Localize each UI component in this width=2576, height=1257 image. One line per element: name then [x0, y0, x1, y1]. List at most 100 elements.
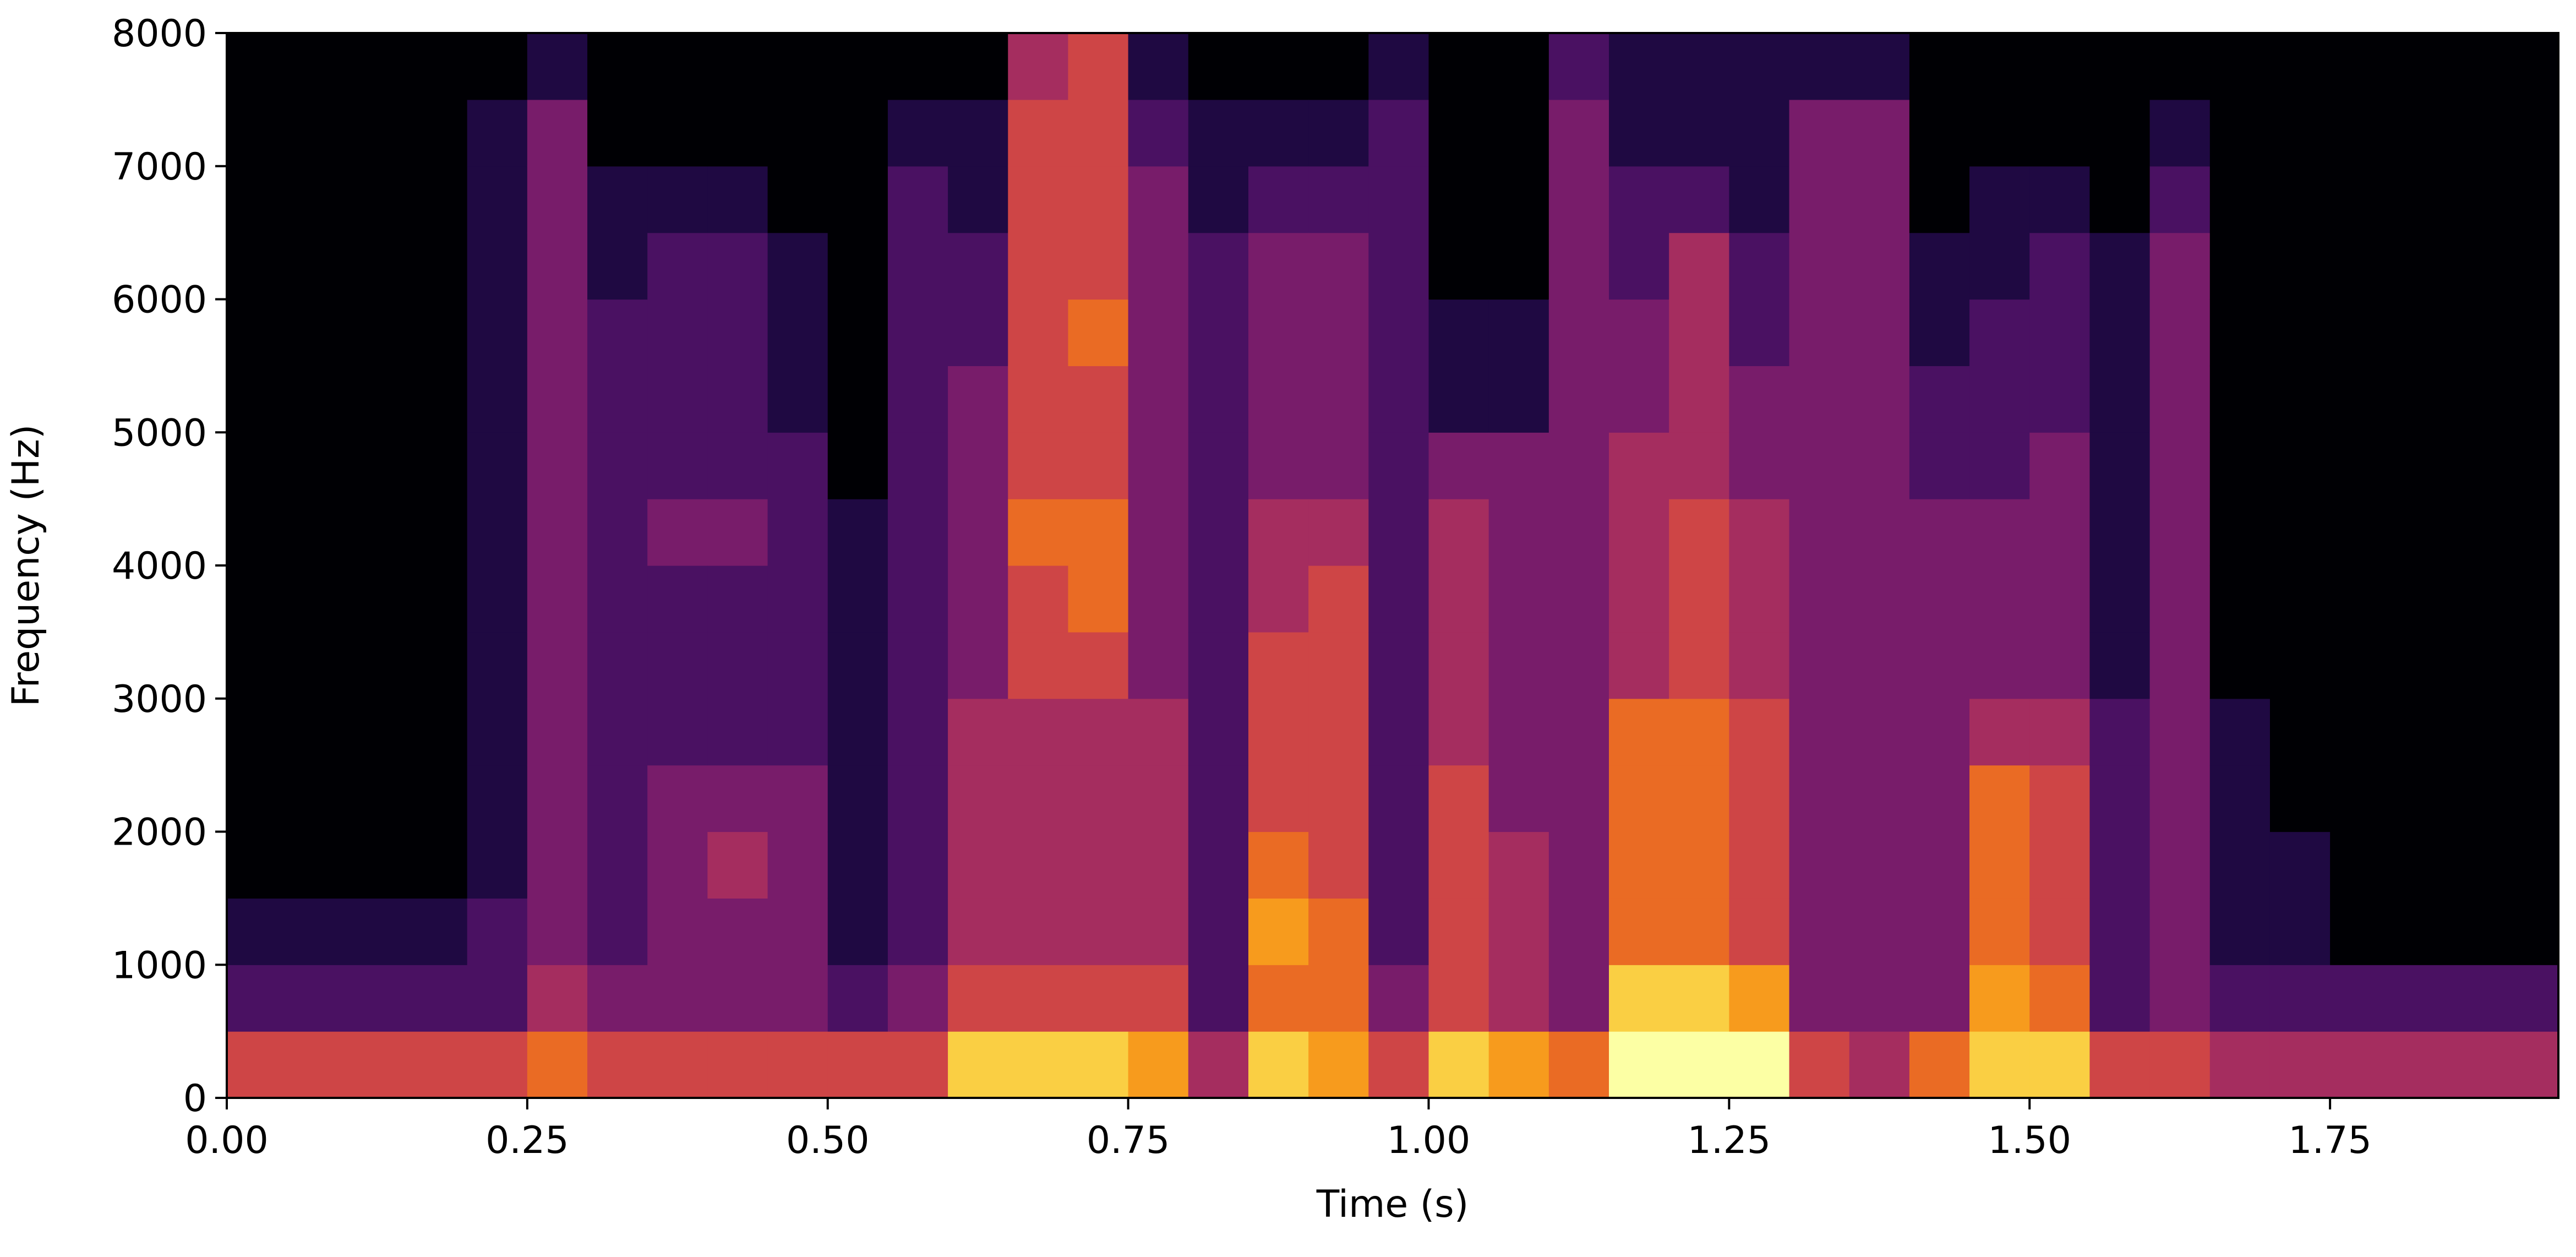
spectrogram-cell	[2510, 366, 2558, 433]
spectrogram-cell	[2029, 366, 2091, 433]
spectrogram-cell	[1488, 232, 1549, 300]
spectrogram-cell	[887, 632, 948, 699]
spectrogram-cell	[1008, 965, 1069, 1032]
spectrogram-cell	[827, 432, 888, 499]
spectrogram-cell	[1428, 698, 1489, 766]
spectrogram-cell	[1789, 166, 1850, 233]
spectrogram-cell	[1368, 1031, 1429, 1098]
spectrogram-cell	[2330, 965, 2391, 1032]
spectrogram-cell	[707, 232, 768, 300]
spectrogram-cell	[2089, 499, 2151, 566]
spectrogram-cell	[887, 166, 948, 233]
spectrogram-cell	[2149, 898, 2211, 965]
spectrogram-cell	[1849, 432, 1910, 499]
spectrogram-cell	[347, 432, 408, 499]
spectrogram-cell	[2269, 166, 2331, 233]
spectrogram-cell	[1789, 99, 1850, 167]
spectrogram-cell	[1248, 632, 1309, 699]
y-tick-label: 4000	[112, 545, 207, 588]
spectrogram-cell	[948, 831, 1008, 899]
spectrogram-cell	[2450, 632, 2511, 699]
spectrogram-cell	[467, 299, 528, 366]
spectrogram-cell	[647, 366, 708, 433]
spectrogram-cell	[1248, 965, 1309, 1032]
spectrogram-cell	[2330, 831, 2391, 899]
spectrogram-cell	[647, 965, 708, 1032]
spectrogram-cell	[1008, 299, 1069, 366]
spectrogram-cell	[2149, 432, 2211, 499]
spectrogram-cell	[2450, 366, 2511, 433]
spectrogram-cell	[1488, 166, 1549, 233]
spectrogram-cell	[887, 698, 948, 766]
spectrogram-cell	[948, 299, 1008, 366]
spectrogram-cell	[467, 565, 528, 633]
spectrogram-cell	[287, 432, 347, 499]
spectrogram-cell	[1068, 299, 1129, 366]
spectrogram-cell	[1609, 299, 1669, 366]
spectrogram-cell	[587, 632, 648, 699]
spectrogram-cell	[2330, 166, 2391, 233]
spectrogram-cell	[1548, 432, 1609, 499]
x-axis-label: Time (s)	[1316, 1183, 1469, 1226]
spectrogram-cell	[1488, 965, 1549, 1032]
x-tick-label: 1.00	[1387, 1119, 1470, 1162]
spectrogram-cell	[347, 898, 408, 965]
spectrogram-cell	[1308, 1031, 1369, 1098]
spectrogram-cell	[948, 632, 1008, 699]
spectrogram-cell	[467, 632, 528, 699]
spectrogram-cell	[1909, 299, 1970, 366]
spectrogram-cell	[887, 965, 948, 1032]
spectrogram-cell	[1849, 1031, 1910, 1098]
spectrogram-cell	[647, 698, 708, 766]
spectrogram-cell	[2029, 33, 2091, 100]
spectrogram-cell	[647, 898, 708, 965]
spectrogram-cell	[1609, 33, 1669, 100]
spectrogram-cell	[2269, 765, 2331, 832]
spectrogram-cell	[707, 1031, 768, 1098]
spectrogram-cell	[1669, 33, 1729, 100]
spectrogram-cell	[1368, 232, 1429, 300]
spectrogram-cell	[1609, 565, 1669, 633]
spectrogram-cell	[1609, 1031, 1669, 1098]
spectrogram-cell	[2330, 99, 2391, 167]
spectrogram-cell	[2390, 1031, 2451, 1098]
spectrogram-cell	[1548, 565, 1609, 633]
spectrogram-cell	[707, 965, 768, 1032]
spectrogram-cell	[527, 565, 588, 633]
spectrogram-cell	[767, 831, 828, 899]
spectrogram-cell	[587, 232, 648, 300]
spectrogram-cell	[2209, 299, 2271, 366]
spectrogram-cell	[1368, 99, 1429, 167]
y-tick-label: 6000	[112, 279, 207, 322]
spectrogram-cell	[1548, 99, 1609, 167]
spectrogram-cell	[1609, 99, 1669, 167]
spectrogram-cell	[1428, 499, 1489, 566]
spectrogram-cell	[1128, 965, 1189, 1032]
spectrogram-cell	[2029, 166, 2091, 233]
spectrogram-cell	[1128, 166, 1189, 233]
spectrogram-cell	[827, 366, 888, 433]
spectrogram-cell	[1248, 166, 1309, 233]
spectrogram-cell	[2330, 366, 2391, 433]
spectrogram-cell	[1008, 765, 1069, 832]
spectrogram-cell	[1789, 499, 1850, 566]
spectrogram-cell	[1428, 299, 1489, 366]
spectrogram-cell	[948, 1031, 1008, 1098]
spectrogram-cell	[587, 765, 648, 832]
spectrogram-cell	[1308, 898, 1369, 965]
spectrogram-cell	[1969, 33, 2030, 100]
spectrogram-cell	[1729, 299, 1790, 366]
spectrogram-cell	[1188, 166, 1249, 233]
spectrogram-cell	[1789, 965, 1850, 1032]
spectrogram-cell	[1368, 632, 1429, 699]
spectrogram-cell	[1128, 33, 1189, 100]
spectrogram-cell	[767, 232, 828, 300]
spectrogram-cell	[1248, 831, 1309, 899]
spectrogram-cell	[287, 565, 347, 633]
spectrogram-cell	[527, 632, 588, 699]
spectrogram-cell	[1548, 299, 1609, 366]
y-tick-label: 2000	[112, 811, 207, 855]
spectrogram-cell	[887, 299, 948, 366]
spectrogram-cell	[647, 499, 708, 566]
spectrogram-cell	[1008, 898, 1069, 965]
